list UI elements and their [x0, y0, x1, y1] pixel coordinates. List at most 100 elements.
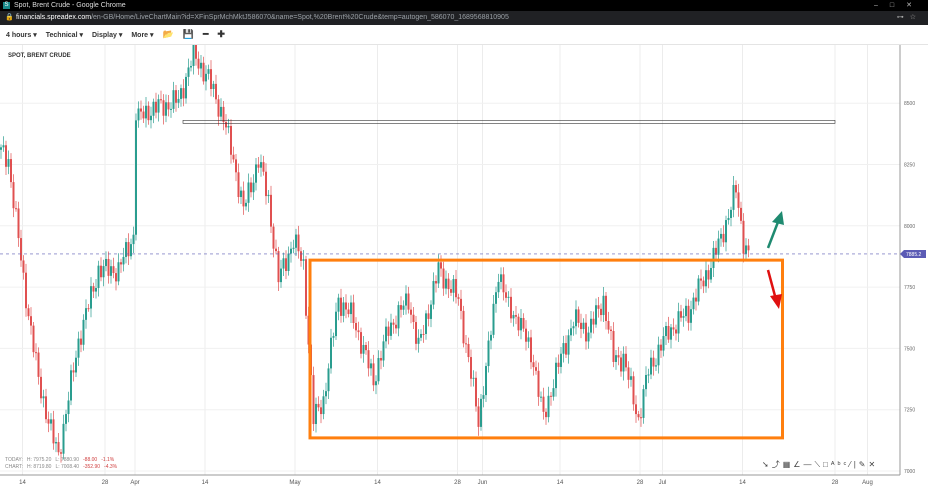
- candle: [180, 88, 182, 99]
- display-dropdown[interactable]: Display ▾: [91, 31, 123, 39]
- candle: [475, 377, 477, 407]
- candle: [300, 251, 302, 261]
- pencil-icon[interactable]: ✎: [858, 460, 869, 469]
- candle: [437, 262, 440, 284]
- folder-open-icon[interactable]: 📂: [162, 29, 174, 39]
- candle: [647, 374, 650, 376]
- candle: [652, 357, 655, 367]
- candle: [150, 115, 152, 121]
- candle: [547, 395, 550, 418]
- candle: [50, 419, 52, 424]
- symbol-label: SPOT, BRENT CRUDE: [8, 53, 71, 59]
- candle: [282, 258, 285, 269]
- today-change: -88.00: [83, 457, 98, 463]
- candle: [387, 326, 390, 336]
- candle: [722, 233, 725, 243]
- candle: [345, 302, 347, 310]
- candle: [55, 442, 57, 444]
- candle: [402, 305, 405, 310]
- arrow-tool-icon[interactable]: ➘: [762, 460, 772, 469]
- candle: [537, 370, 540, 397]
- technical-dropdown[interactable]: Technical ▾: [45, 31, 83, 39]
- candle: [285, 258, 287, 271]
- candle: [622, 353, 625, 372]
- candle: [725, 220, 727, 243]
- candle: [377, 358, 380, 382]
- candle: [107, 258, 110, 276]
- zoom-out-icon[interactable]: ━: [202, 29, 209, 39]
- zoom-in-icon[interactable]: ✚: [217, 29, 225, 39]
- candle: [335, 311, 337, 337]
- candle: [465, 343, 467, 345]
- candle: [587, 332, 590, 342]
- candle: [447, 278, 450, 290]
- candle: [7, 159, 10, 167]
- candle: [342, 302, 345, 316]
- x-tick-label: Apr: [130, 480, 139, 486]
- candle: [262, 162, 265, 172]
- candle: [685, 305, 687, 317]
- window-controls[interactable]: –□✕: [874, 2, 924, 9]
- candle: [395, 324, 397, 329]
- candle: [390, 322, 392, 336]
- fan-tool-icon[interactable]: ∠: [793, 460, 804, 469]
- candle: [570, 328, 572, 336]
- candle: [22, 260, 25, 273]
- candle: [500, 274, 502, 282]
- candle: [747, 245, 750, 251]
- candle: [70, 370, 72, 401]
- candle: [57, 442, 60, 453]
- candle: [460, 298, 462, 311]
- candle: [160, 99, 162, 101]
- candle: [235, 159, 237, 173]
- candle: [5, 145, 7, 167]
- browser-actions[interactable]: ⊶☆: [896, 14, 922, 21]
- candle: [297, 234, 300, 252]
- candle: [412, 314, 415, 323]
- text-tool-icon[interactable]: ᴬᵇᶜ: [830, 460, 850, 469]
- candle: [680, 311, 682, 318]
- line-tool-icon[interactable]: ⟍: [814, 460, 824, 469]
- candle: [137, 108, 140, 121]
- address-bar[interactable]: 🔒 financials.spreadex.com/en-GB/Home/Liv…: [0, 11, 928, 25]
- candle: [92, 286, 95, 292]
- candle: [60, 452, 62, 454]
- candle: [360, 332, 362, 354]
- hline-tool-icon[interactable]: —: [803, 460, 815, 469]
- candle: [125, 242, 127, 257]
- chart-low: L: 7008.40: [55, 464, 80, 470]
- rect-tool-icon[interactable]: □: [823, 460, 831, 469]
- candle: [215, 83, 217, 100]
- curve-tool-icon[interactable]: ⤴: [771, 460, 783, 469]
- down-arrow-icon: [770, 294, 782, 309]
- candle: [545, 411, 547, 418]
- trendline-tool-icon[interactable]: ⁄: [849, 460, 854, 469]
- candle: [625, 353, 627, 368]
- candle: [17, 208, 20, 239]
- candle: [617, 355, 620, 358]
- candle: [250, 182, 252, 193]
- more-dropdown[interactable]: More ▾: [131, 31, 154, 39]
- candle: [232, 154, 235, 160]
- candle: [182, 88, 185, 99]
- price-chart[interactable]: 14 28 Apr 14 May 14 28 Jun 14 28 Jul 14 28 Aug 7000 725…: [0, 45, 928, 490]
- candle: [82, 319, 85, 345]
- candle: [135, 120, 137, 235]
- candle: [280, 268, 282, 283]
- candle: [610, 329, 612, 332]
- candle: [90, 286, 92, 309]
- interval-dropdown[interactable]: 4 hours ▾: [6, 31, 37, 39]
- candle: [672, 327, 675, 330]
- candle: [97, 265, 100, 289]
- grid-tool-icon[interactable]: ▦: [782, 460, 794, 469]
- candle: [567, 335, 570, 355]
- candle: [720, 233, 722, 239]
- candle: [555, 362, 557, 389]
- close-icon[interactable]: ✕: [868, 460, 879, 469]
- candle: [190, 65, 192, 68]
- candle: [202, 62, 205, 82]
- save-icon[interactable]: 💾: [182, 29, 194, 39]
- candle: [305, 259, 307, 316]
- candle: [650, 357, 652, 375]
- candle: [490, 334, 492, 341]
